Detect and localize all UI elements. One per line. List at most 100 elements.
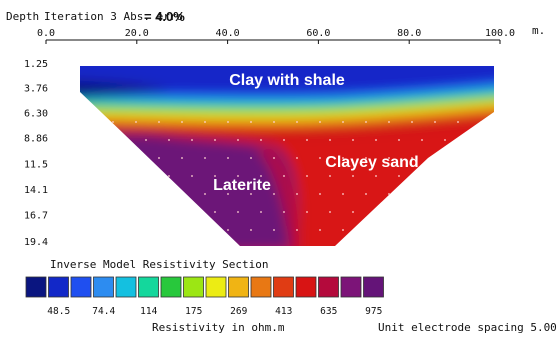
- datum-point: [296, 121, 298, 123]
- datum-point: [204, 193, 206, 195]
- datum-point: [89, 121, 91, 123]
- datum-point: [467, 139, 469, 141]
- legend-swatch: [25, 276, 47, 298]
- legend-tick-label: 635: [320, 306, 337, 317]
- legend-swatch: [48, 276, 69, 298]
- datum-point: [122, 139, 124, 141]
- legend-swatch: [363, 276, 384, 298]
- datum-point: [352, 139, 354, 141]
- datum-point: [204, 229, 206, 231]
- datum-point: [388, 193, 390, 195]
- legend-swatch: [205, 276, 227, 298]
- datum-point: [375, 175, 377, 177]
- datum-point: [181, 193, 183, 195]
- datum-point: [329, 211, 331, 213]
- datum-point: [411, 193, 413, 195]
- datum-point: [467, 175, 469, 177]
- datum-point: [191, 139, 193, 141]
- datum-point: [250, 157, 252, 159]
- annotation-clay-with-shale: Clay with shale: [229, 72, 345, 89]
- datum-point: [122, 175, 124, 177]
- datum-point: [168, 175, 170, 177]
- datum-point: [145, 175, 147, 177]
- datum-point: [135, 229, 137, 231]
- datum-point: [158, 121, 160, 123]
- datum-point: [388, 229, 390, 231]
- annotation-clayey-sand: Clayey sand: [325, 154, 418, 171]
- datum-point: [237, 175, 239, 177]
- datum-point: [135, 157, 137, 159]
- datum-point: [227, 229, 229, 231]
- datum-point: [273, 193, 275, 195]
- datum-point: [158, 229, 160, 231]
- datum-point: [444, 211, 446, 213]
- datum-point: [89, 193, 91, 195]
- annotation-laterite: Laterite: [213, 177, 271, 194]
- datum-point: [99, 139, 101, 141]
- legend-swatch: [93, 276, 114, 298]
- datum-point: [319, 193, 321, 195]
- datum-point: [480, 229, 482, 231]
- y-tick-label: 14.1: [24, 185, 48, 196]
- legend-swatch: [183, 276, 204, 298]
- datum-point: [112, 121, 114, 123]
- legend-tick-label: 74.4: [92, 306, 115, 317]
- y-axis: 1.25 3.76 6.30 8.86 11.5 14.1 16.7 19.4: [24, 59, 48, 248]
- datum-point: [444, 139, 446, 141]
- datum-point: [480, 121, 482, 123]
- datum-point: [434, 193, 436, 195]
- x-tick-label: 0.0: [37, 28, 55, 39]
- legend-swatch: [250, 276, 272, 298]
- datum-point: [158, 157, 160, 159]
- legend-tick-label: 413: [275, 306, 292, 317]
- datum-point: [365, 121, 367, 123]
- datum-point: [145, 139, 147, 141]
- datum-point: [365, 157, 367, 159]
- datum-point: [237, 139, 239, 141]
- datum-point: [89, 157, 91, 159]
- datum-point: [342, 157, 344, 159]
- datum-point: [444, 175, 446, 177]
- datum-point: [342, 229, 344, 231]
- legend-swatch: [70, 276, 92, 298]
- datum-point: [227, 121, 229, 123]
- datum-point: [319, 157, 321, 159]
- y-tick-label: 6.30: [24, 109, 48, 120]
- datum-point: [273, 121, 275, 123]
- x-axis-unit: m.: [532, 24, 545, 37]
- datum-point: [168, 139, 170, 141]
- y-tick-label: 1.25: [24, 59, 48, 70]
- legend-tick-label: 114: [140, 306, 157, 317]
- y-tick-label: 11.5: [24, 160, 48, 171]
- legend-swatch: [340, 276, 362, 298]
- datum-point: [237, 211, 239, 213]
- datum-point: [112, 229, 114, 231]
- datum-point: [283, 139, 285, 141]
- datum-point: [181, 229, 183, 231]
- datum-point: [329, 175, 331, 177]
- datum-point: [329, 139, 331, 141]
- datum-point: [89, 229, 91, 231]
- datum-point: [490, 175, 492, 177]
- datum-point: [306, 139, 308, 141]
- datum-point: [457, 193, 459, 195]
- datum-point: [388, 157, 390, 159]
- datum-point: [490, 139, 492, 141]
- datum-point: [434, 229, 436, 231]
- datum-point: [204, 157, 206, 159]
- datum-point: [296, 193, 298, 195]
- legend-swatch: [295, 276, 317, 298]
- datum-point: [214, 175, 216, 177]
- datum-point: [457, 229, 459, 231]
- datum-point: [296, 229, 298, 231]
- datum-point: [260, 175, 262, 177]
- datum-point: [365, 193, 367, 195]
- datum-point: [250, 193, 252, 195]
- datum-point: [296, 157, 298, 159]
- x-tick-label: 20.0: [125, 28, 149, 39]
- datum-point: [411, 229, 413, 231]
- datum-point: [434, 157, 436, 159]
- datum-point: [421, 211, 423, 213]
- datum-point: [306, 211, 308, 213]
